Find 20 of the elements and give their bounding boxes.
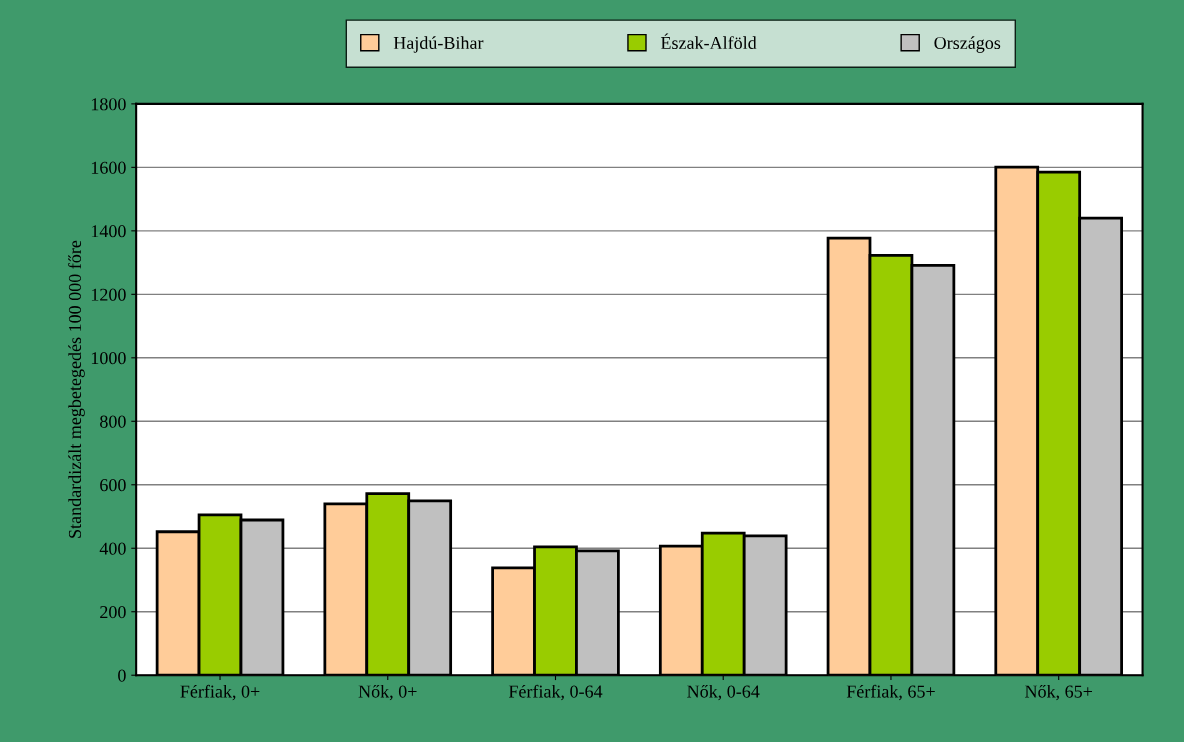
y-tick-label: 1600	[91, 161, 126, 174]
legend-label: Országos	[934, 36, 1001, 53]
y-tick-label: 800	[100, 415, 126, 428]
y-tick-label: 1000	[91, 352, 126, 365]
y-tick-label: 600	[100, 479, 126, 492]
y-tick-label: 200	[100, 606, 126, 619]
legend-label: Észak-Alföld	[660, 33, 757, 50]
x-tick-label: Nők, 0-64	[687, 684, 760, 701]
x-tick-label: Nők, 0+	[358, 684, 417, 701]
x-tick-label: Férfiak, 65+	[846, 684, 935, 701]
x-tick-label: Férfiak, 0+	[180, 684, 260, 701]
x-tick-label: Nők, 65+	[1025, 684, 1092, 701]
y-tick-label: 0	[118, 669, 126, 682]
legend-label: Hajdú-Bihar	[393, 36, 484, 53]
y-tick-label: 1800	[91, 98, 126, 111]
y-axis-title: Standardizált megbetegedés 100 000 főre	[68, 240, 85, 538]
y-tick-label: 400	[99, 542, 126, 555]
y-tick-label: 1400	[91, 225, 126, 238]
y-tick-label: 1200	[91, 288, 126, 301]
x-tick-label: Férfiak, 0-64	[508, 684, 603, 701]
